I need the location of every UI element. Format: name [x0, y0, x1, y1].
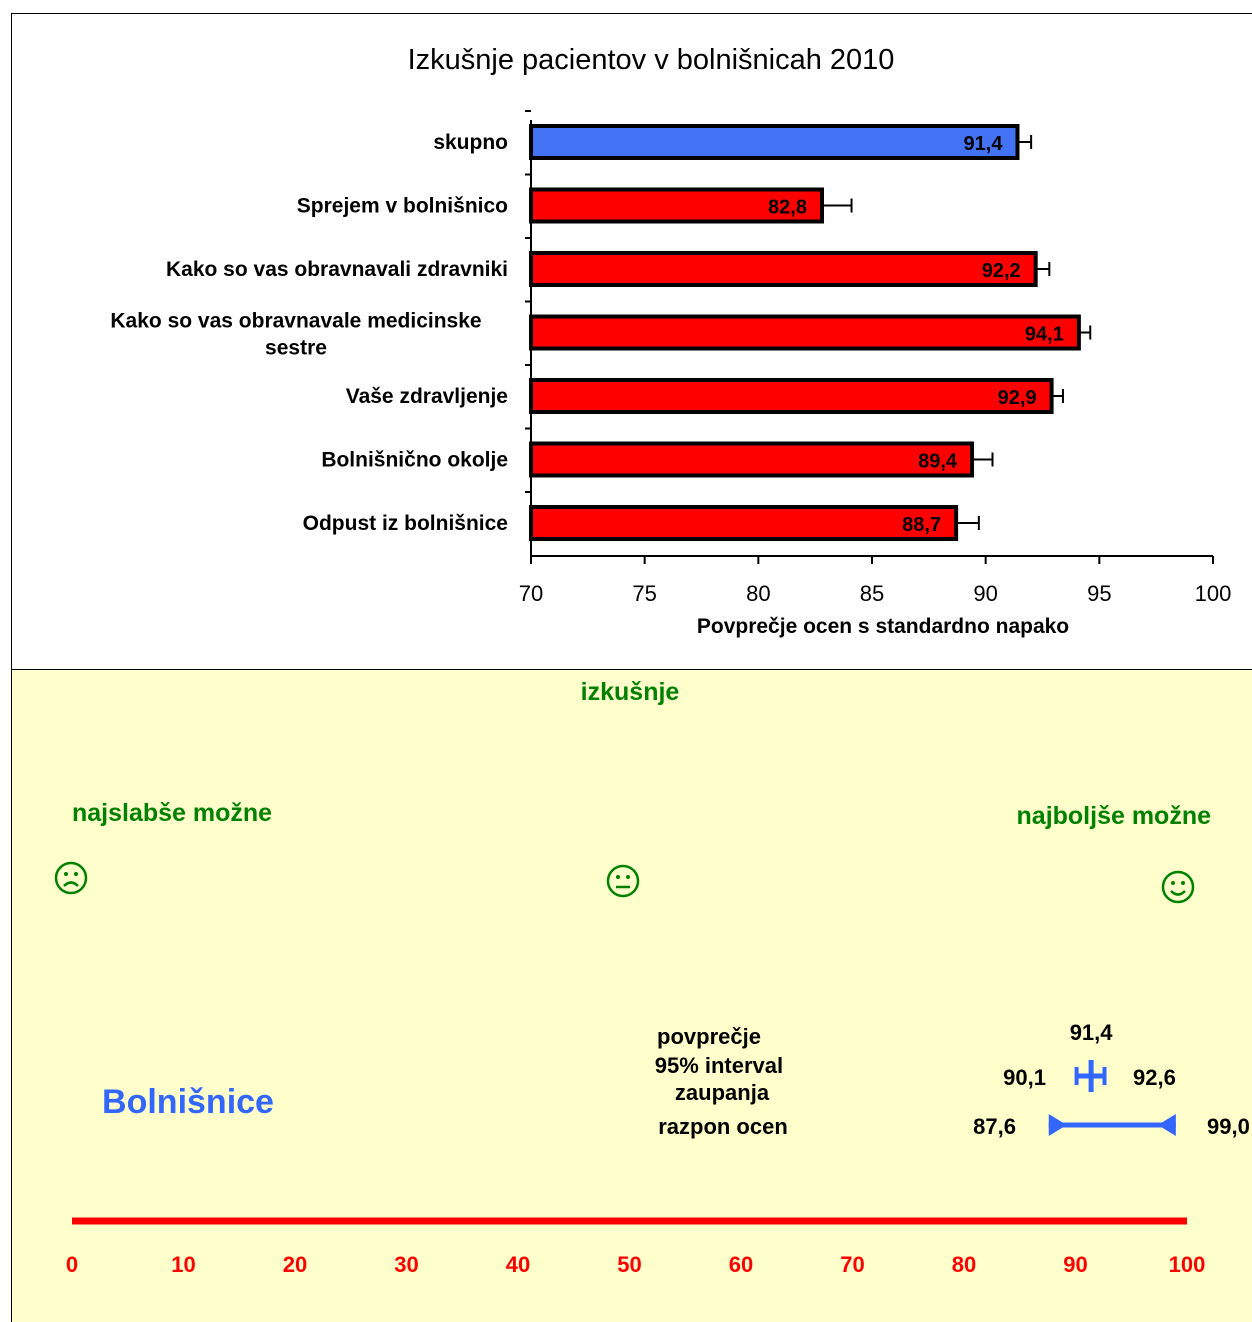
category-label: skupno — [433, 131, 508, 154]
range-min-label: 87,6 — [973, 1114, 1016, 1139]
x-tick-label: 90 — [973, 581, 997, 606]
scale-tick-label: 70 — [840, 1252, 864, 1277]
group-label: Bolnišnice — [102, 1083, 274, 1121]
x-tick-label: 70 — [519, 581, 543, 606]
bar — [529, 251, 1038, 287]
scale-tick-label: 50 — [617, 1252, 641, 1277]
category-label: Kako so vas obravnavale medicinske sestre — [110, 310, 481, 360]
scale-tick-label: 20 — [283, 1252, 307, 1277]
x-tick-label: 95 — [1087, 581, 1111, 606]
category-label: Vaše zdravljenje — [346, 385, 508, 408]
scale-tick-label: 100 — [1169, 1252, 1206, 1277]
ci-low-label: 90,1 — [1003, 1065, 1046, 1090]
bar — [529, 505, 959, 541]
x-tick-label: 80 — [746, 581, 770, 606]
bar — [529, 124, 1020, 160]
scale-tick-label: 40 — [506, 1252, 530, 1277]
x-tick-label: 100 — [1195, 581, 1232, 606]
x-axis-label: Povprečje ocen s standardno napako — [697, 615, 1069, 638]
category-label: Kako so vas obravnavali zdravniki — [166, 258, 508, 281]
sad-face-icon — [54, 861, 88, 895]
legend-range-label: razpon ocen — [658, 1114, 788, 1139]
scale-tick-label: 80 — [952, 1252, 976, 1277]
legend-mean-label: povprečje — [657, 1024, 761, 1049]
experience-scale-panel — [11, 669, 1252, 1322]
ci-high-label: 92,6 — [1133, 1065, 1176, 1090]
scale-tick-label: 10 — [171, 1252, 195, 1277]
bar — [529, 378, 1054, 414]
scale-axis: 0 10 20 30 40 50 60 70 80 90 100 — [66, 1217, 1206, 1277]
data-label: 88,7 — [902, 514, 941, 536]
mean-value-label: 91,4 — [1070, 1020, 1114, 1045]
x-tick-label: 85 — [860, 581, 884, 606]
label-best: najboljše možne — [1017, 802, 1212, 830]
range-min-marker — [1048, 1114, 1067, 1136]
data-label: 82,8 — [768, 197, 807, 219]
legend-ci-label: 95% interval zaupanja — [655, 1053, 790, 1105]
data-label: 89,4 — [918, 451, 958, 473]
scale-tick-label: 30 — [394, 1252, 418, 1277]
scale-tick-label: 0 — [66, 1252, 78, 1277]
data-label: 94,1 — [1025, 324, 1064, 346]
category-label: Bolnišnično okolje — [321, 449, 508, 472]
category-label: Odpust iz bolnišnice — [303, 512, 508, 535]
range-max-label: 99,0 — [1207, 1114, 1250, 1139]
x-axis: 70 75 80 85 90 95 100 — [519, 110, 1232, 606]
scale-tick-label: 60 — [729, 1252, 753, 1277]
scale-tick-label: 90 — [1063, 1252, 1087, 1277]
neutral-face-icon — [606, 864, 640, 898]
bars-layer: 91,4 skupno 82,8 Sprejem v bolnišnico 92,2 Ka… — [110, 124, 1092, 541]
range-max-marker — [1157, 1114, 1176, 1136]
happy-face-icon — [1161, 870, 1195, 904]
bar — [529, 441, 975, 478]
data-label: 92,9 — [998, 387, 1037, 409]
label-worst: najslabše možne — [72, 799, 272, 827]
data-label: 92,2 — [982, 260, 1021, 282]
stats-layer: 91,4 90,1 92,6 87,6 99,0 — [973, 1020, 1250, 1139]
chart-title: Izkušnje pacientov v bolnišnicah 2010 — [408, 44, 895, 76]
bar — [529, 314, 1081, 351]
data-label: 91,4 — [964, 133, 1004, 155]
scale-title: izkušnje — [581, 678, 680, 706]
x-tick-label: 75 — [632, 581, 656, 606]
category-label: Sprejem v bolnišnico — [297, 195, 508, 218]
